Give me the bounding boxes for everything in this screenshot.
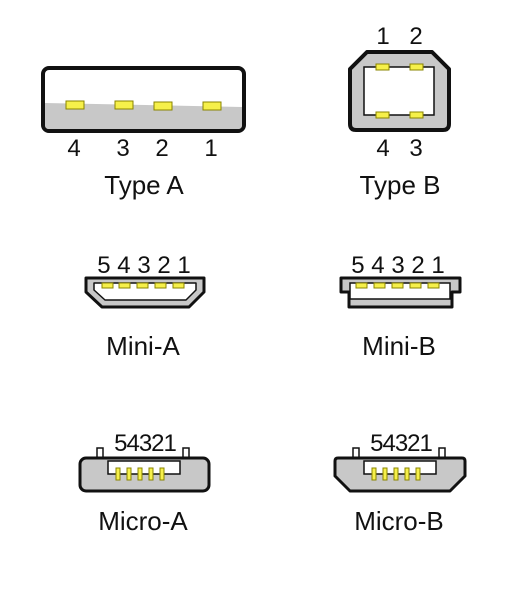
micro-b-pin-labels: 54321 (370, 430, 432, 457)
type-b-name: Type B (360, 170, 441, 200)
type-b-pin-label: 2 (409, 23, 422, 50)
micro-b-contact-2 (404, 467, 410, 481)
mini-a-name: Mini-A (106, 331, 180, 361)
type-a-tongue (45, 103, 242, 129)
type-a-pin-label: 4 (67, 135, 80, 162)
micro-b-connector: 54321 Micro-B (333, 430, 467, 536)
micro-a-contact-1 (159, 467, 165, 481)
mini-a-connector: 5 4 3 2 1 Mini-A (84, 252, 206, 361)
type-a-connector: 4 3 2 1 Type A (41, 66, 246, 200)
type-a-contact-1 (202, 101, 222, 111)
mini-a-pin-labels: 5 4 3 2 1 (97, 252, 190, 279)
mini-a-contact-3 (136, 282, 149, 289)
mini-b-contact-4 (373, 282, 386, 289)
type-a-contact-4 (65, 100, 85, 110)
mini-a-contact-2 (154, 282, 167, 289)
mini-a-contact-5 (101, 282, 114, 289)
mini-a-contact-1 (172, 282, 185, 289)
type-a-contact-2 (153, 101, 173, 111)
type-b-pin-label: 1 (376, 23, 389, 50)
micro-b-contact-3 (393, 467, 399, 481)
type-b-contact-3 (409, 111, 424, 119)
type-a-pin-label: 3 (116, 135, 129, 162)
micro-a-name: Micro-A (98, 506, 188, 536)
mini-b-connector: 5 4 3 2 1 Mini-B (339, 252, 462, 361)
type-b-contact-1 (375, 63, 390, 71)
micro-a-contact-3 (137, 467, 143, 481)
type-b-contact-4 (375, 111, 390, 119)
type-a-contact-3 (114, 100, 134, 110)
mini-b-contact-2 (409, 282, 422, 289)
type-a-name: Type A (104, 170, 184, 200)
micro-a-contact-4 (126, 467, 132, 481)
micro-b-name: Micro-B (354, 506, 444, 536)
mini-b-name: Mini-B (362, 331, 436, 361)
micro-a-contact-5 (115, 467, 121, 481)
type-b-pin-label: 4 (376, 135, 389, 162)
type-b-contact-2 (409, 63, 424, 71)
type-a-pin-label: 1 (204, 135, 217, 162)
type-b-cavity (363, 66, 435, 116)
micro-b-contact-1 (415, 467, 421, 481)
micro-a-contact-2 (148, 467, 154, 481)
micro-b-contact-5 (371, 467, 377, 481)
mini-b-contact-1 (427, 282, 440, 289)
mini-a-contact-4 (118, 282, 131, 289)
micro-a-pin-labels: 54321 (114, 430, 176, 457)
micro-a-connector: 54321 Micro-A (78, 430, 211, 536)
type-a-pin-label: 2 (155, 135, 168, 162)
type-b-connector: 1 2 4 3 Type B (348, 23, 451, 200)
type-b-pin-label: 3 (409, 135, 422, 162)
mini-b-contact-5 (355, 282, 368, 289)
mini-b-pin-labels: 5 4 3 2 1 (351, 252, 444, 279)
mini-b-contact-3 (391, 282, 404, 289)
micro-b-contact-4 (382, 467, 388, 481)
